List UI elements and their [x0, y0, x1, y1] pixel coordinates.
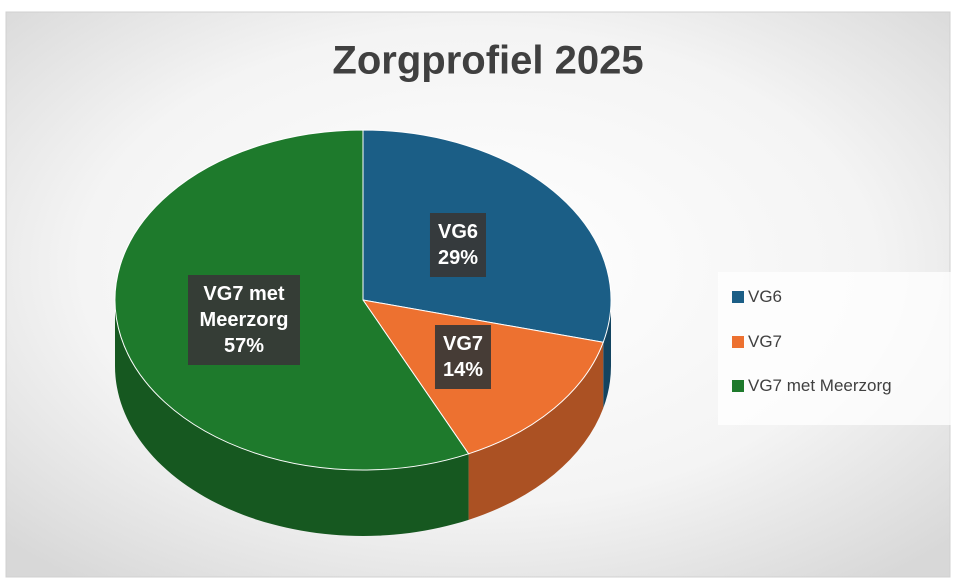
legend-label: VG7 — [748, 331, 783, 351]
data-label-category: VG7 met Meerzorg — [199, 283, 289, 331]
legend-label: VG7 met Meerzorg — [748, 376, 892, 395]
data-label-value: 29% — [437, 247, 479, 269]
slice-side — [603, 300, 611, 409]
legend-swatch — [732, 291, 744, 303]
legend-swatch — [732, 335, 744, 348]
legend-item: VG7 met Meerzorg — [732, 376, 892, 396]
legend: VG6 VG7 VG7 met Meerzorg — [718, 272, 952, 425]
data-label-category: VG6 — [437, 221, 479, 243]
chart-title: Zorgprofiel 2025 — [332, 39, 643, 83]
slice-side — [468, 342, 604, 520]
data-label-value: 57% — [223, 335, 265, 357]
data-label-value: 14% — [442, 359, 484, 381]
legend-item: VG6 — [732, 287, 782, 307]
data-label: VG6 29% — [429, 213, 487, 277]
data-label: VG7 14% — [434, 325, 492, 389]
legend-item: VG7 — [732, 332, 782, 352]
slice — [362, 129, 612, 343]
data-label-category: VG7 — [442, 333, 484, 355]
legend-label: VG6 — [748, 287, 783, 306]
slice-side — [115, 300, 469, 536]
data-label: VG7 met Meerzorg 57% — [188, 275, 300, 365]
legend-swatch — [732, 380, 744, 392]
